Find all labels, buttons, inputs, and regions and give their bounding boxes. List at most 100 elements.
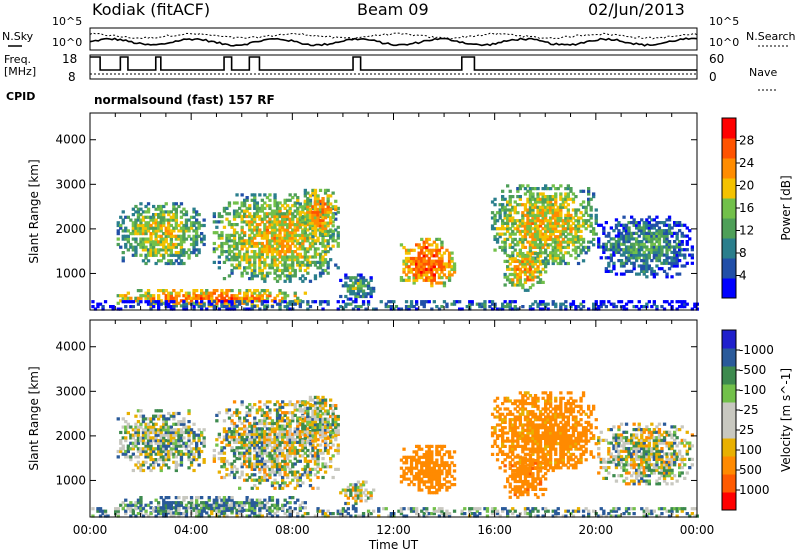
heat-cell <box>624 302 629 306</box>
heat-cell <box>268 223 272 227</box>
heat-cell <box>248 457 252 461</box>
heat-cell <box>197 296 201 300</box>
heat-cell <box>177 439 181 443</box>
heat-cell <box>604 242 608 246</box>
heat-cell <box>283 274 287 278</box>
heat-cell <box>321 224 325 228</box>
heat-cell <box>366 281 371 285</box>
heat-cell <box>232 305 237 309</box>
heat-cell <box>430 243 434 247</box>
heat-cell <box>521 203 525 207</box>
heat-cell <box>518 184 522 188</box>
heat-cell <box>544 224 548 228</box>
heat-cell <box>253 403 257 407</box>
heat-cell <box>538 259 543 263</box>
heat-cell <box>263 201 267 205</box>
heat-cell <box>544 184 548 188</box>
heat-cell <box>217 236 221 240</box>
heat-cell <box>192 301 196 305</box>
freq-line <box>90 56 697 71</box>
heat-cell <box>624 259 629 263</box>
heat-cell <box>202 291 206 295</box>
heat-cell <box>139 463 143 467</box>
heat-cell <box>523 254 528 258</box>
heat-cell <box>349 297 353 301</box>
heat-cell <box>447 254 452 258</box>
heat-cell <box>409 458 414 462</box>
heat-cell <box>313 205 318 209</box>
heat-cell <box>167 229 171 233</box>
heat-cell <box>508 278 512 282</box>
heat-cell <box>227 274 232 278</box>
heat-cell <box>354 294 358 299</box>
heat-cell <box>174 304 178 308</box>
heat-cell <box>536 219 540 223</box>
heat-cell <box>354 493 358 497</box>
heat-cell <box>662 237 667 241</box>
heat-cell <box>574 224 578 228</box>
heat-cell <box>544 248 548 252</box>
heat-cell <box>248 432 252 436</box>
heat-cell <box>248 258 252 262</box>
heat-cell <box>220 231 224 235</box>
heat-cell <box>356 284 361 288</box>
heat-cell <box>645 223 649 227</box>
heat-cell <box>301 205 305 209</box>
heat-cell <box>275 302 280 306</box>
heat-cell <box>660 248 664 252</box>
heat-cell <box>597 223 601 227</box>
heat-cell <box>483 305 487 309</box>
heat-cell <box>323 412 328 416</box>
heat-cell <box>447 270 452 274</box>
heat-cell <box>356 493 361 497</box>
heat-cell <box>574 235 578 239</box>
heat-cell <box>632 250 636 254</box>
heat-cell <box>415 270 419 274</box>
heat-cell <box>152 232 156 236</box>
heat-cell <box>278 250 282 254</box>
heat-cell <box>275 440 280 444</box>
heat-cell <box>273 231 277 235</box>
heat-cell <box>316 228 320 232</box>
heat-cell <box>270 260 275 264</box>
heat-cell <box>281 424 285 428</box>
heat-cell <box>523 265 528 269</box>
heat-cell <box>536 200 540 204</box>
heat-cell <box>169 414 173 418</box>
heat-cell <box>210 291 214 295</box>
heat-cell <box>298 432 302 436</box>
heat-cell <box>513 257 517 261</box>
heat-cell <box>622 215 626 219</box>
heat-cell <box>662 307 667 311</box>
heat-cell <box>311 409 315 413</box>
y-tick-label: 3000 <box>55 177 86 191</box>
heat-cell <box>528 272 533 277</box>
heat-cell <box>222 250 227 254</box>
heat-cell <box>594 221 598 225</box>
heat-cell <box>273 241 277 246</box>
heat-cell <box>627 300 631 304</box>
heat-cell <box>141 259 146 263</box>
heat-cell <box>559 219 563 223</box>
heat-cell <box>516 229 520 233</box>
heat-cell <box>336 206 340 210</box>
heat-cell <box>162 242 166 247</box>
heat-cell <box>197 251 201 255</box>
heat-cell <box>149 215 153 219</box>
heat-cell <box>298 440 302 444</box>
heat-cell <box>331 431 335 435</box>
heat-cell <box>265 241 270 246</box>
heat-cell <box>445 305 449 309</box>
heat-cell <box>134 414 138 418</box>
heat-cell <box>498 232 502 236</box>
heat-cell <box>149 218 153 222</box>
heat-cell <box>129 433 133 437</box>
heat-cell <box>263 470 267 474</box>
heat-cell <box>301 481 305 485</box>
heat-cell <box>248 228 252 232</box>
heat-cell <box>278 424 282 428</box>
heat-cell <box>361 483 366 487</box>
heat-cell <box>604 269 608 273</box>
heat-cell <box>263 266 267 270</box>
heat-cell <box>303 217 307 221</box>
